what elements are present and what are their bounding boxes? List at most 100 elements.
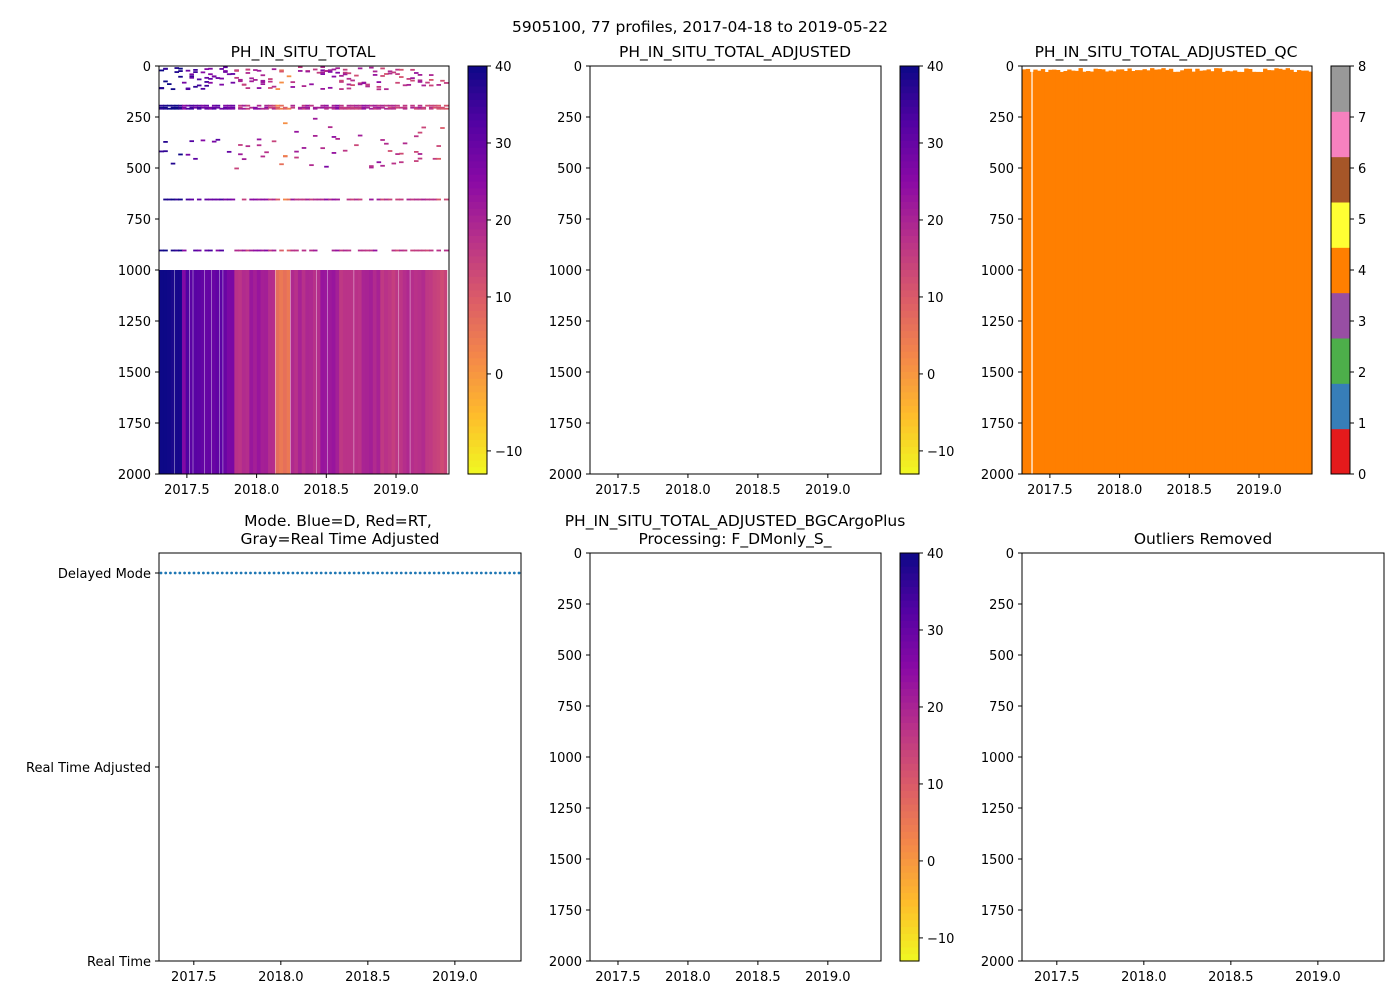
colorbar-segment — [468, 106, 487, 115]
mode-marker — [291, 571, 295, 575]
level-sample — [309, 104, 314, 107]
shallow-sample — [365, 85, 370, 88]
colorbar-segment — [900, 648, 919, 656]
shallow-sample — [208, 81, 213, 84]
shallow-sample — [279, 69, 284, 72]
mode-marker — [159, 571, 163, 575]
level-sample — [181, 106, 187, 109]
colorbar-segment — [900, 120, 919, 128]
x-tick-label: 2019.0 — [1295, 970, 1341, 985]
level-sample — [241, 198, 247, 201]
level-sample — [174, 106, 180, 109]
axes-frame — [589, 552, 882, 962]
qc-profile-column — [1274, 68, 1279, 474]
deep-profile-column — [286, 270, 292, 474]
deep-profile-column — [271, 270, 277, 474]
level-sample — [256, 104, 262, 107]
shallow-sample — [260, 83, 266, 86]
level-sample — [369, 249, 374, 252]
panel-ph-in-situ-total: PH_IN_SITU_TOTAL 2017.5 2018.0 2018.5 2019.… — [118, 43, 523, 498]
mode-marker — [329, 571, 332, 575]
colorbar-tick-label: 3 — [1358, 315, 1366, 330]
level-sample — [271, 106, 277, 109]
y-tick-label: 750 — [126, 213, 151, 228]
shallow-sample — [234, 76, 239, 79]
level-sample — [436, 107, 442, 110]
shallow-sample — [163, 80, 168, 83]
level-sample — [189, 106, 195, 109]
shallow-sample — [256, 69, 262, 72]
level-sample — [264, 104, 269, 107]
shallow-sample — [331, 136, 337, 138]
y-tick-label: 1000 — [981, 264, 1014, 279]
colorbar-tick-label: 30 — [927, 624, 944, 639]
level-sample — [372, 104, 378, 107]
panel3-heatmap — [1022, 68, 1313, 475]
y-tick-label: 500 — [989, 162, 1014, 177]
level-sample — [208, 107, 213, 110]
level-sample — [204, 106, 209, 109]
level-sample — [417, 198, 423, 201]
level-sample — [297, 106, 303, 109]
level-sample — [384, 198, 389, 201]
deep-profile-column — [181, 270, 187, 474]
colorbar-segment — [900, 290, 919, 298]
level-sample — [335, 198, 340, 201]
shallow-sample — [260, 81, 266, 83]
colorbar-segment — [900, 852, 919, 860]
deep-profile-column — [279, 270, 284, 474]
shallow-sample — [387, 70, 393, 73]
x-tick-label: 2018.5 — [304, 483, 350, 498]
y-tick-label: 250 — [126, 111, 151, 126]
deep-profile-column — [357, 270, 363, 474]
deep-profile-column — [200, 270, 206, 474]
shallow-sample — [417, 157, 423, 160]
level-sample — [230, 107, 236, 110]
level-sample — [283, 107, 288, 110]
shallow-sample — [410, 77, 415, 80]
colorbar-tick-label: −10 — [927, 445, 954, 460]
deep-profile-column — [316, 270, 322, 474]
level-sample — [301, 107, 307, 110]
colorbar-segment — [900, 419, 919, 427]
level-sample — [234, 249, 239, 252]
deep-profile-column — [369, 270, 374, 474]
deep-profile-column — [264, 270, 269, 474]
level-sample — [223, 198, 228, 201]
deep-profile-column — [178, 270, 183, 474]
shallow-sample — [327, 86, 333, 89]
qc-profile-column — [1146, 70, 1151, 474]
level-sample — [170, 198, 176, 201]
mode-marker — [512, 571, 516, 575]
colorbar-segment — [468, 127, 487, 135]
level-sample — [204, 104, 209, 107]
deep-profile-column — [320, 270, 325, 474]
colorbar-segment — [900, 304, 919, 312]
level-sample — [312, 106, 318, 109]
level-sample — [181, 104, 187, 107]
level-sample — [215, 106, 221, 109]
level-sample — [346, 249, 352, 252]
qc-profile-column — [1180, 70, 1185, 474]
shallow-sample — [260, 74, 266, 77]
mode-marker — [409, 571, 413, 575]
deep-profile-column — [342, 270, 348, 474]
qc-colorbar-segment — [1331, 111, 1350, 158]
level-sample — [253, 106, 258, 109]
shallow-sample — [346, 83, 352, 86]
colorbar-segment — [468, 351, 487, 359]
panel5-title-line2: Processing: F_DMonly_S_ — [638, 530, 831, 549]
shallow-sample — [395, 153, 400, 155]
y-tick-label: 0 — [574, 60, 582, 75]
shallow-sample — [166, 83, 172, 86]
shallow-sample — [163, 141, 168, 143]
shallow-sample — [223, 70, 228, 72]
level-sample — [286, 198, 292, 201]
shallow-sample — [208, 67, 213, 70]
mode-marker — [315, 571, 318, 575]
shallow-sample — [189, 140, 195, 143]
mode-marker — [508, 571, 511, 575]
shallow-sample — [342, 73, 348, 76]
qc-profile-column — [1191, 71, 1196, 475]
level-sample — [301, 198, 307, 201]
